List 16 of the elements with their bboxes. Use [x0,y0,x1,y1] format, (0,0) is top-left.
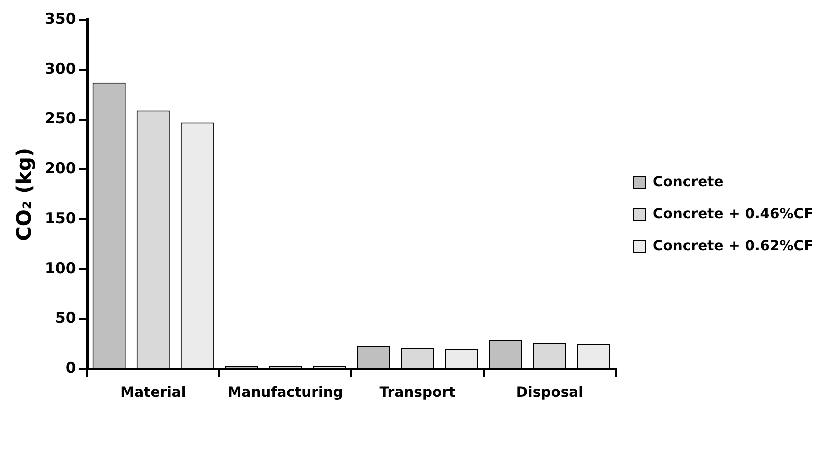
y-tick-label: 200 [45,160,76,178]
y-tick-label: 50 [55,309,76,328]
x-tick-label: Transport [380,385,456,402]
legend-label: Concrete + 0.62%CF [653,238,814,255]
legend-label: Concrete [653,174,724,191]
y-tick-label: 0 [66,359,76,378]
y-tick-label: 350 [45,10,76,28]
legend-label: Concrete + 0.46%CF [653,206,814,223]
y-tick-label: 300 [45,60,76,78]
y-axis-title: CO₂ (kg) [12,148,36,242]
y-tick-label: 100 [45,259,76,278]
x-tick-label: Material [120,385,186,402]
x-tick-label: Manufacturing [228,385,344,402]
y-tick-label: 150 [45,209,76,228]
y-tick-label: 250 [45,110,76,128]
x-tick-label: Disposal [516,385,584,402]
